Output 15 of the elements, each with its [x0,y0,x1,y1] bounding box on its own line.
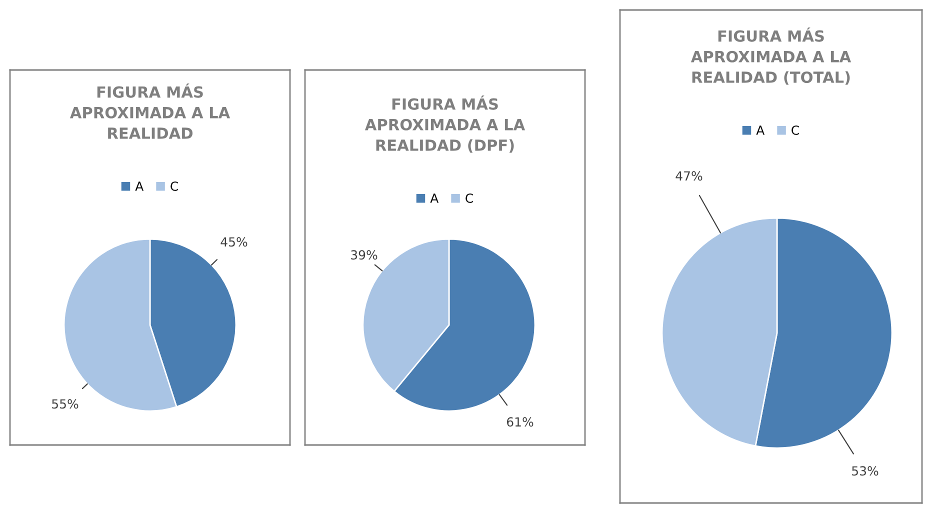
legend-label: C [792,125,799,135]
legend-label: A [756,126,765,135]
data-label: 45% [220,237,248,247]
data-label: 53% [852,466,878,476]
legend-label: A [430,194,439,203]
chart-title: FIGURA MÁS APROXIMADA A LA REALIDAD [70,83,230,139]
data-label: 55% [52,399,78,409]
legend-label: C [466,193,473,203]
chart-title: FIGURA MÁS APROXIMADA A LA REALIDAD (TOTAL) [690,27,852,85]
legend-label: A [135,182,144,191]
data-label: 47% [676,171,702,181]
data-label: 61% [506,417,534,427]
data-label: 39% [351,250,378,260]
legend-label: C [170,181,178,191]
chart-title: FIGURA MÁS APROXIMADA A LA REALIDAD (DPF) [364,95,526,153]
